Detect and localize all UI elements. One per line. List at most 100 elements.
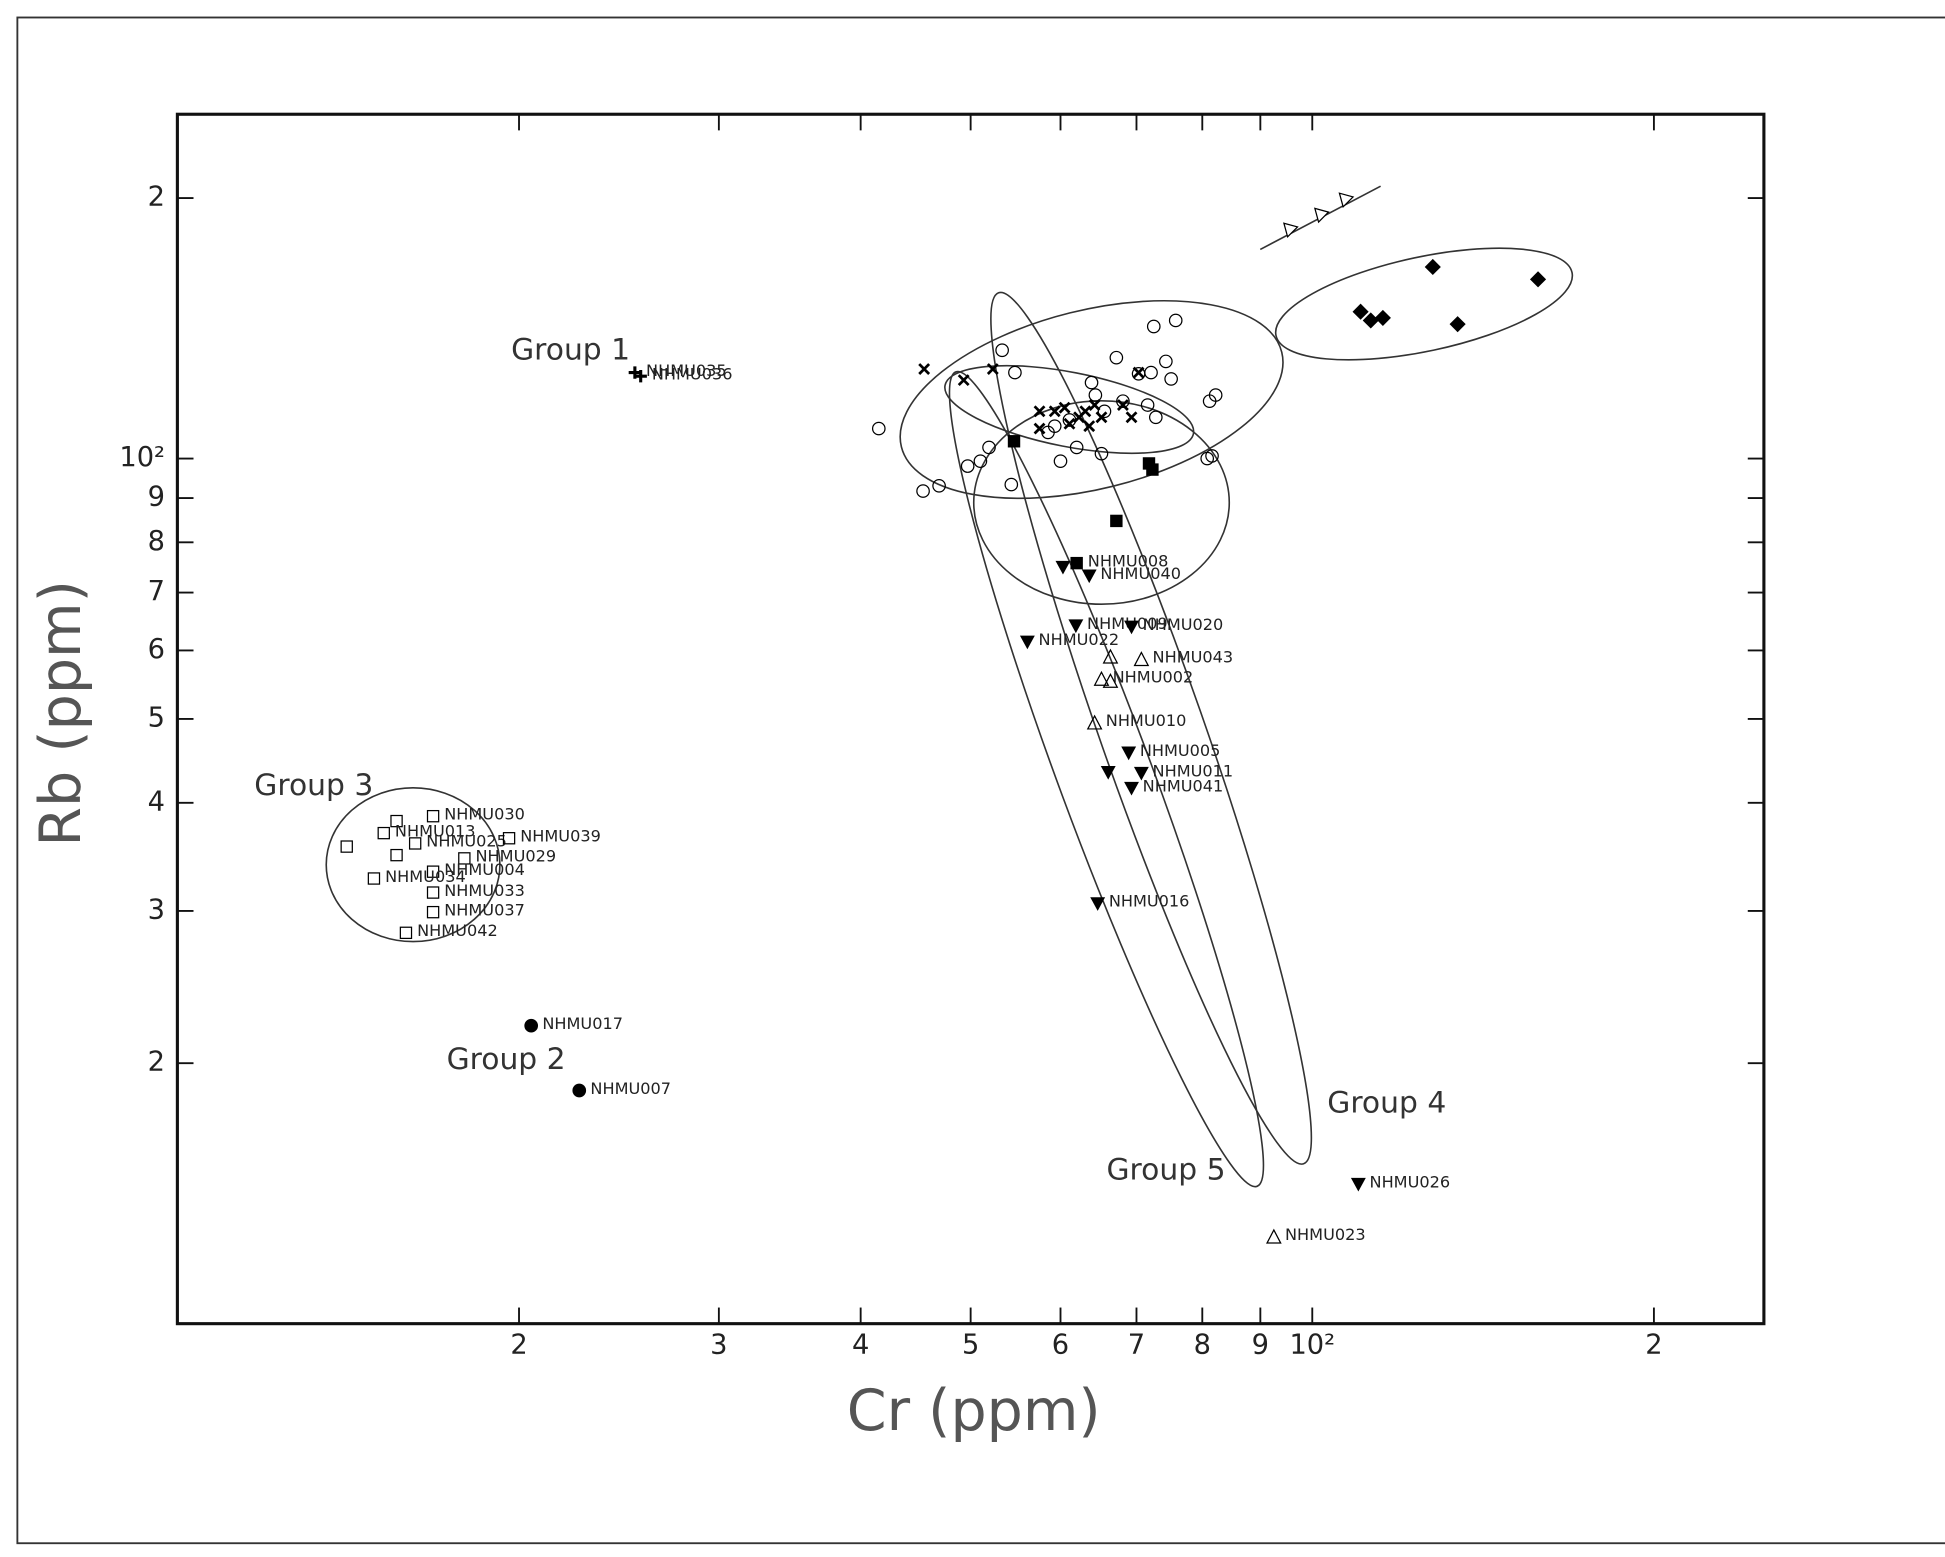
point [1048,405,1061,418]
point-label: NHMU043 [1153,648,1234,667]
point [1449,316,1466,333]
point [1097,404,1112,419]
diamond-ellipse [1274,247,1574,361]
point [390,848,403,862]
point-label: NHMU029 [476,847,557,866]
y-tick-label: 4 [148,786,165,817]
point [1121,746,1137,761]
point [1053,454,1068,468]
point-label: NHMU037 [444,900,525,919]
point [1164,372,1178,386]
x-tick-label: 10² [1289,1329,1335,1360]
point [1047,419,1062,433]
cross-ellipse [944,364,1195,455]
point [957,374,970,387]
point [1144,365,1158,380]
point [1090,897,1106,911]
point [1033,405,1046,418]
point [986,363,999,375]
point-label: NHMU004 [444,860,525,879]
point-label: NHMU007 [590,1079,671,1098]
point-label: NHMU042 [417,921,498,940]
point [1102,672,1119,688]
point [1100,765,1116,780]
point [1069,440,1084,455]
y-tick-label: 2 [148,1047,165,1078]
point [973,454,988,468]
group5-ellipse [948,370,1265,1188]
point-label: NHMU036 [652,364,733,383]
point [1110,514,1123,528]
point-label: NHMU010 [1106,711,1187,730]
point [1086,714,1103,730]
y-axis-label: Rb (ppm) [28,580,94,847]
point [1424,258,1441,276]
y-tick-label: 7 [148,576,165,607]
point [1133,766,1149,781]
point [390,814,403,828]
point [1125,411,1138,424]
point [916,484,930,498]
point [1033,422,1046,435]
point [426,809,440,823]
x-tick-label: 6 [1052,1329,1069,1360]
point [1093,670,1110,686]
point [960,459,975,473]
point [1068,619,1084,634]
y-tick-label: 3 [148,894,165,925]
point [426,886,440,899]
point [871,421,886,436]
point-label: NHMU035 [646,361,727,380]
x-tick-label: 5 [962,1329,979,1360]
point [982,440,996,455]
point [502,832,516,845]
group-label: Group 2 [447,1042,566,1077]
frame [16,16,1945,1545]
point [1058,401,1071,414]
x-tick-label: 8 [1194,1329,1211,1360]
point [1132,366,1145,379]
x-tick-label: 2 [510,1329,527,1360]
point-label: NHMU040 [1100,564,1181,583]
point [426,865,440,878]
point [1055,560,1071,575]
point [1004,477,1019,492]
group-label: Group 1 [511,333,630,368]
point-label: NHMU026 [1370,1172,1451,1191]
y-tick-label: 6 [148,634,165,665]
point [1140,398,1155,412]
point [1094,446,1109,461]
point [408,837,422,850]
ellipses [325,185,1574,1188]
x-tick-label: 9 [1252,1329,1269,1360]
point-label: NHMU020 [1143,615,1224,634]
point [1116,394,1130,408]
group4-ellipse [990,291,1313,1165]
point [634,369,647,383]
point [1168,313,1183,328]
point [918,363,931,375]
point-label: NHMU030 [444,804,525,823]
point [1148,410,1163,425]
point [377,826,390,840]
plot-area [175,112,1766,1326]
point-label: NHMU011 [1153,761,1234,780]
point-label: NHMU034 [385,867,466,886]
point [1266,1228,1282,1244]
point [1116,399,1129,411]
point [1019,635,1035,650]
group3-ellipse [325,786,501,943]
x-tick-label: 3 [710,1329,727,1360]
group-label: Group 5 [1106,1153,1225,1188]
point [1374,309,1391,326]
point [1102,648,1119,664]
point [1205,449,1219,463]
point-label: NHMU002 [1113,667,1194,686]
x-tick-label: 2 [1645,1329,1662,1360]
point [1063,417,1076,430]
point-label: NHMU022 [1039,630,1120,649]
point [1529,271,1547,288]
point [1079,405,1092,418]
point [1083,420,1096,433]
